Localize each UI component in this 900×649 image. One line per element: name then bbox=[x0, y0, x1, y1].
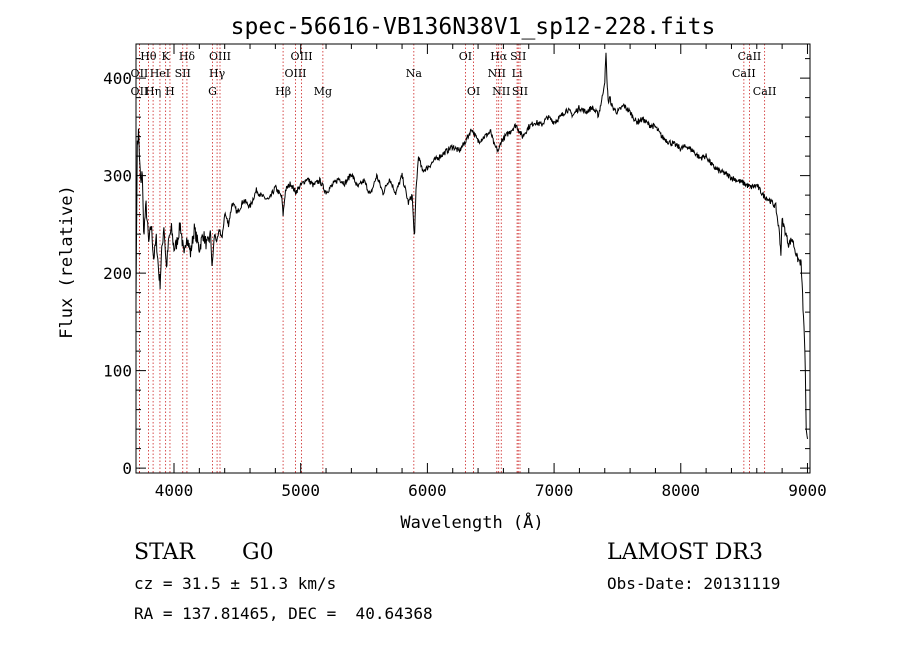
spectral-line-label: OIII bbox=[209, 50, 231, 63]
subclass: G0 bbox=[242, 540, 274, 565]
coordinates: RA = 137.81465, DEC = 40.64368 bbox=[134, 604, 433, 623]
spectral-line-label: Na bbox=[406, 67, 423, 80]
y-axis-label: Flux (relative) bbox=[57, 185, 77, 339]
redshift-cz: cz = 31.5 ± 51.3 km/s bbox=[134, 574, 337, 593]
spectral-line-label: CaII bbox=[738, 50, 762, 63]
spectral-line-label: OIII bbox=[284, 67, 306, 80]
spectral-line-label: Hβ bbox=[275, 85, 291, 98]
y-tick-label: 0 bbox=[122, 459, 132, 478]
spectral-line-label: G bbox=[208, 85, 217, 98]
spectrum-line bbox=[135, 52, 808, 439]
object-class: STAR bbox=[134, 540, 195, 565]
y-tick-label: 100 bbox=[103, 362, 132, 381]
spectral-line-label: H bbox=[165, 85, 175, 98]
spectral-line-label: Hγ bbox=[209, 67, 226, 80]
x-tick-label: 4000 bbox=[155, 481, 194, 500]
spectrum-chart: spec-56616-VB136N38V1_sp12-228.fits Hθ K H… bbox=[57, 14, 827, 533]
spectral-line-label: K bbox=[162, 50, 171, 63]
spectral-line-label: HeI bbox=[150, 67, 170, 80]
spectral-line-label: NII bbox=[492, 85, 510, 98]
plot-frame bbox=[135, 43, 811, 474]
axes: 4000 5000 6000 7000 8000 9000 0 100 200 300 400 bbox=[103, 44, 827, 500]
spectral-line-label: OII bbox=[131, 85, 149, 98]
spectral-line-label: Mg bbox=[314, 85, 332, 98]
y-tick-label: 400 bbox=[103, 69, 132, 88]
obs-date: Obs-Date: 20131119 bbox=[607, 574, 781, 593]
x-tick-label: 6000 bbox=[408, 481, 447, 500]
spectral-line-label: SII bbox=[512, 85, 528, 98]
spectral-line-label: SII bbox=[510, 50, 526, 63]
spectral-line-label: CaII bbox=[732, 67, 756, 80]
spectral-line-label: Hη bbox=[145, 85, 161, 98]
chart-title: spec-56616-VB136N38V1_sp12-228.fits bbox=[231, 14, 716, 40]
survey-name: LAMOST DR3 bbox=[607, 540, 763, 565]
x-tick-label: 5000 bbox=[281, 481, 320, 500]
spectral-line-label: NII bbox=[488, 67, 506, 80]
x-axis-label: Wavelength (Å) bbox=[400, 511, 543, 533]
spectral-line-label: Li bbox=[512, 67, 523, 80]
spectral-line-label: OI bbox=[459, 50, 472, 63]
spectral-line-label: Hθ bbox=[140, 50, 157, 63]
spectral-line-label: CaII bbox=[753, 85, 777, 98]
y-tick-label: 300 bbox=[103, 167, 132, 186]
spectral-line-label: Hα bbox=[490, 50, 508, 63]
spectral-line-label: OIII bbox=[291, 50, 313, 63]
y-tick-label: 200 bbox=[103, 264, 132, 283]
spectral-line-label: SII bbox=[175, 67, 191, 80]
x-tick-label: 9000 bbox=[788, 481, 827, 500]
spectral-line-label: OI bbox=[467, 85, 480, 98]
x-tick-label: 8000 bbox=[662, 481, 701, 500]
spectral-line-label: Hδ bbox=[179, 50, 196, 63]
x-tick-label: 7000 bbox=[535, 481, 574, 500]
